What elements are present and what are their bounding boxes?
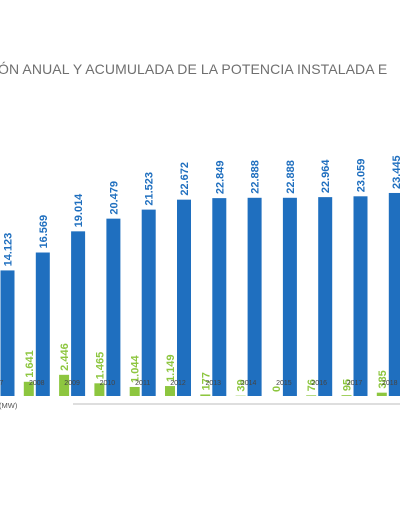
green-value-label-2018: 385 — [377, 370, 389, 388]
chart-title: ÓN ANUAL Y ACUMULADA DE LA POTENCIA INST… — [0, 61, 388, 77]
blue-value-label-2012: 22.672 — [179, 162, 191, 196]
x-tick-label-2013: 2013 — [206, 380, 222, 387]
x-tick-label-2011: 2011 — [135, 380, 150, 387]
blue-bar-2011 — [141, 209, 156, 396]
blue-bar-2017 — [353, 196, 368, 396]
x-tick-label-2017: 2017 — [347, 380, 363, 387]
blue-value-label-2015: 22.888 — [285, 160, 297, 194]
blue-value-label-2008: 16.569 — [38, 215, 50, 249]
blue-value-label-2014: 22.888 — [250, 160, 262, 194]
green-value-label-2009: 2.446 — [59, 343, 71, 371]
blue-value-label-2009: 19.014 — [73, 193, 85, 228]
blue-value-label-2013: 22.849 — [214, 160, 226, 194]
x-tick-label-2010: 2010 — [100, 380, 116, 387]
x-tick-label-2007: 7 — [0, 380, 4, 387]
x-tick-label-2015: 2015 — [276, 380, 292, 387]
x-tick-label-2016: 2016 — [311, 380, 327, 387]
blue-bar-2016 — [318, 197, 333, 396]
x-tick-label-2008: 2008 — [29, 380, 45, 387]
green-value-label-2017: 95 — [342, 379, 354, 391]
blue-bar-2008 — [35, 252, 50, 396]
green-value-label-2015: 0 — [271, 386, 283, 392]
green-bar-2017 — [341, 395, 352, 396]
x-tick-label-2009: 2009 — [64, 380, 80, 387]
blue-bar-2015 — [282, 197, 297, 396]
blue-value-label-2017: 23.059 — [356, 159, 368, 193]
x-tick-label-2018: 2018 — [382, 380, 398, 387]
green-bar-2009 — [59, 374, 70, 396]
blue-bar-2014 — [247, 197, 262, 396]
unit-label: (MW) — [0, 401, 18, 410]
blue-value-label-2007: 14.123 — [3, 233, 15, 267]
green-value-label-2010: 1.465 — [94, 352, 106, 380]
green-bar-2018 — [376, 392, 387, 396]
green-bar-2016 — [306, 395, 317, 396]
green-bar-2013 — [200, 394, 211, 396]
blue-bar-2010 — [106, 218, 121, 396]
green-value-label-2013: 177 — [200, 372, 212, 390]
blue-bar-2007 — [0, 270, 15, 396]
green-bar-2010 — [94, 383, 105, 396]
blue-bar-2013 — [212, 198, 227, 396]
green-value-label-2016: 76 — [306, 379, 318, 391]
green-bar-2008 — [23, 381, 34, 396]
green-value-label-2011: 1.044 — [130, 355, 142, 383]
x-tick-label-2014: 2014 — [241, 380, 257, 387]
blue-value-label-2018: 23.445 — [391, 155, 400, 189]
blue-value-label-2010: 20.479 — [108, 181, 120, 215]
blue-value-label-2011: 21.523 — [144, 172, 156, 206]
x-tick-label-2012: 2012 — [170, 380, 186, 387]
green-value-label-2014: 39 — [236, 379, 248, 391]
blue-bar-2018 — [388, 192, 400, 396]
green-value-label-2012: 1.149 — [165, 355, 177, 383]
green-bar-2012 — [165, 386, 175, 396]
blue-value-label-2016: 22.964 — [320, 159, 332, 194]
blue-bar-2009 — [71, 231, 86, 396]
green-bar-2011 — [129, 386, 140, 396]
blue-bar-2012 — [177, 199, 191, 396]
green-value-label-2008: 1.641 — [24, 350, 36, 378]
